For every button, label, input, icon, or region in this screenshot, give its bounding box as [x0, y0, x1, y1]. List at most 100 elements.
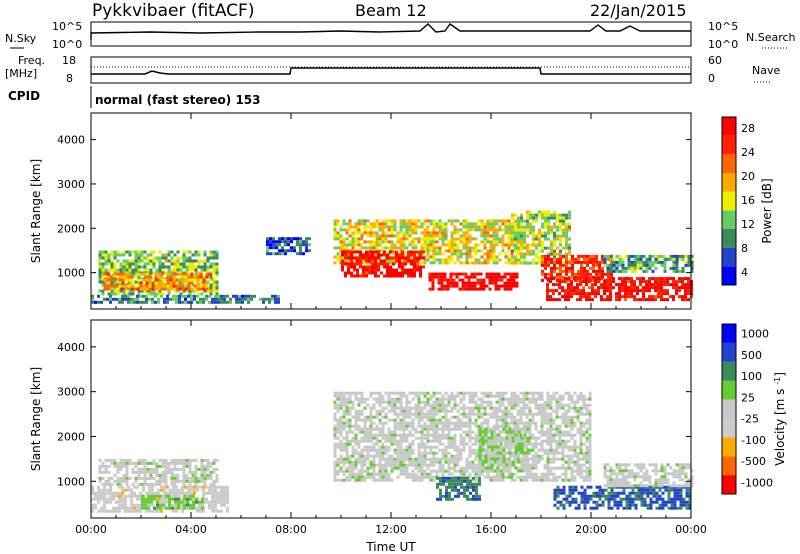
data-cell	[188, 461, 192, 465]
data-cell	[531, 463, 535, 467]
data-cell	[360, 243, 364, 247]
data-cell	[459, 421, 463, 425]
data-cell	[395, 274, 398, 278]
data-cell	[555, 409, 559, 413]
data-cell	[514, 258, 517, 262]
data-cell	[122, 292, 126, 296]
data-cell	[411, 243, 415, 247]
data-cell	[462, 391, 466, 395]
data-cell	[357, 439, 361, 443]
data-cell	[161, 277, 165, 281]
data-cell	[113, 265, 117, 269]
data-cell	[648, 298, 651, 302]
data-cell	[211, 300, 214, 304]
data-cell	[118, 300, 121, 304]
data-cell	[414, 391, 418, 395]
data-cell	[577, 257, 580, 261]
data-cell	[512, 281, 516, 285]
data-cell	[164, 265, 168, 269]
data-cell	[173, 286, 177, 290]
data-cell	[411, 460, 415, 464]
data-cell	[428, 287, 432, 291]
data-cell	[497, 275, 501, 279]
data-cell	[555, 400, 559, 404]
data-cell	[381, 394, 385, 398]
data-cell	[556, 257, 559, 261]
data-cell	[177, 497, 180, 501]
data-cell	[504, 261, 508, 265]
data-cell	[615, 263, 619, 267]
data-cell	[561, 277, 564, 281]
data-cell	[559, 272, 562, 276]
data-cell	[488, 272, 492, 276]
data-cell	[199, 485, 202, 489]
data-cell	[377, 268, 380, 272]
data-cell	[556, 260, 559, 264]
data-cell	[402, 225, 406, 229]
data-cell	[483, 237, 487, 241]
data-cell	[675, 260, 679, 264]
data-cell	[387, 475, 391, 479]
data-cell	[546, 391, 550, 395]
data-cell	[193, 287, 197, 291]
data-cell	[402, 421, 406, 425]
data-cell	[459, 406, 463, 410]
data-cell	[546, 451, 550, 455]
data-cell	[494, 272, 498, 276]
data-cell	[366, 475, 370, 479]
data-cell	[393, 406, 397, 410]
data-cell	[149, 259, 153, 263]
data-cell	[432, 258, 436, 262]
data-cell	[471, 225, 475, 229]
data-cell	[411, 228, 415, 232]
data-cell	[148, 287, 152, 291]
data-cell	[205, 491, 208, 495]
data-cell	[555, 448, 559, 452]
data-cell	[148, 485, 151, 489]
data-cell	[553, 249, 556, 253]
data-cell	[447, 445, 451, 449]
freq-trace	[91, 67, 691, 75]
data-cell	[450, 427, 454, 431]
data-cell	[169, 281, 173, 285]
data-cell	[390, 240, 394, 244]
data-cell	[121, 275, 125, 279]
data-cell	[455, 272, 459, 276]
data-cell	[281, 252, 284, 256]
data-cell	[492, 231, 496, 235]
data-cell	[504, 252, 508, 256]
data-cell	[368, 265, 371, 269]
data-cell	[585, 295, 588, 299]
data-cell	[160, 488, 163, 492]
data-cell	[339, 442, 343, 446]
data-cell	[546, 418, 550, 422]
data-cell	[438, 400, 442, 404]
data-cell	[549, 460, 553, 464]
data-cell	[520, 243, 523, 247]
date-label: 22/Jan/2015	[590, 1, 687, 20]
data-cell	[396, 442, 400, 446]
data-cell	[458, 272, 462, 276]
data-cell	[393, 412, 397, 416]
data-cell	[477, 258, 481, 262]
data-cell	[407, 259, 410, 263]
data-cell	[112, 278, 116, 282]
data-cell	[203, 253, 207, 257]
data-cell	[381, 472, 385, 476]
data-cell	[507, 243, 511, 247]
data-cell	[170, 482, 174, 486]
data-cell	[447, 240, 451, 244]
data-cell	[598, 272, 601, 276]
data-cell	[363, 433, 367, 437]
data-cell	[362, 253, 365, 257]
data-cell	[212, 250, 216, 254]
data-cell	[426, 466, 430, 470]
data-cell	[98, 289, 102, 293]
data-cell	[565, 252, 568, 256]
data-cell	[528, 412, 532, 416]
data-cell	[389, 268, 392, 272]
data-cell	[435, 460, 439, 464]
data-cell	[342, 222, 346, 226]
data-cell	[413, 256, 416, 260]
